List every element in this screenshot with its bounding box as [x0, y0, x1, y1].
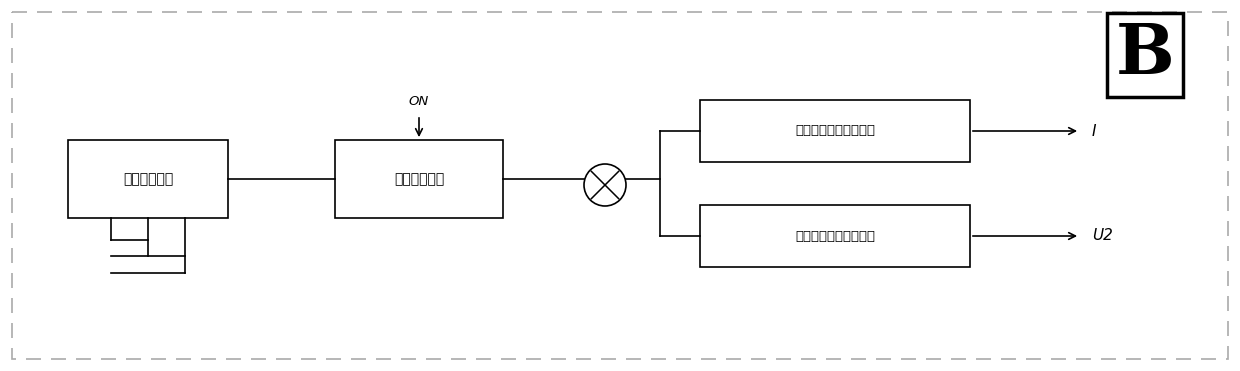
Bar	[335, 140, 503, 218]
Bar	[68, 140, 228, 218]
Text: B: B	[1116, 22, 1174, 89]
Circle shape	[584, 164, 626, 206]
Text: I: I	[1092, 124, 1096, 138]
Text: U2: U2	[1092, 229, 1112, 243]
Bar	[701, 205, 970, 267]
Text: ON: ON	[409, 95, 429, 108]
Text: 电压过零脉冲检测单元: 电压过零脉冲检测单元	[795, 125, 875, 138]
Bar	[701, 100, 970, 162]
Text: 电流过零脉冲检测单元: 电流过零脉冲检测单元	[795, 230, 875, 243]
Text: 逆变驱动单元: 逆变驱动单元	[123, 172, 174, 186]
Text: 高速锁频单元: 高速锁频单元	[394, 172, 444, 186]
